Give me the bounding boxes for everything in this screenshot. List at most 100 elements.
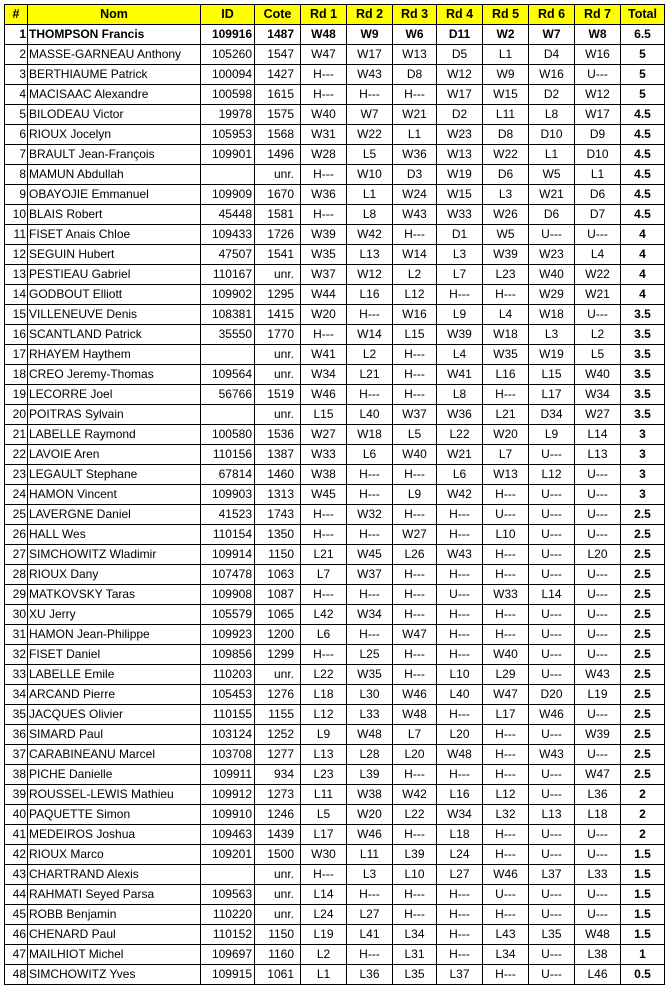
cell-rd2: L6: [346, 444, 393, 465]
cell-rd6: L35: [528, 924, 575, 945]
cell-id: [200, 164, 255, 185]
cell-id: 110156: [200, 444, 255, 465]
cell-rating: 1150: [254, 924, 301, 945]
cell-name: MEDEIROS Joshua: [27, 824, 201, 845]
table-row: 8 MAMUN Abdullah unr. H--- W10 D3 W19 D6 W5 L1 4.5: [4, 164, 665, 185]
cell-id: 109914: [200, 544, 255, 565]
cell-name: HALL Wes: [27, 524, 201, 545]
cell-rd1: H---: [300, 204, 347, 225]
cell-total: 0.5: [620, 964, 665, 985]
cell-rd4: H---: [436, 704, 483, 725]
cell-rd2: L1: [346, 184, 393, 205]
cell-rd1: L1: [300, 964, 347, 985]
cell-rd7: L33: [574, 864, 621, 885]
cell-id: 110152: [200, 924, 255, 945]
cell-rd5: L29: [482, 664, 529, 685]
cell-name: LABELLE Emile: [27, 664, 201, 685]
cell-rd1: L21: [300, 544, 347, 565]
cell-name: BILODEAU Victor: [27, 104, 201, 125]
cell-total: 3.5: [620, 404, 665, 425]
cell-rd6: U---: [528, 884, 575, 905]
cell-name: POITRAS Sylvain: [27, 404, 201, 425]
cell-rd5: H---: [482, 764, 529, 785]
cell-rd1: L12: [300, 704, 347, 725]
cell-rank: 43: [4, 864, 28, 885]
cell-rd7: D10: [574, 144, 621, 165]
cell-rd3: H---: [392, 504, 437, 525]
cell-rd3: H---: [392, 764, 437, 785]
cell-name: RHAYEM Haythem: [27, 344, 201, 365]
cell-total: 2.5: [620, 584, 665, 605]
cell-rd7: W27: [574, 404, 621, 425]
cell-name: ROUSSEL-LEWIS Mathieu: [27, 784, 201, 805]
cell-rating: 1299: [254, 644, 301, 665]
cell-rank: 21: [4, 424, 28, 445]
cell-rd4: L20: [436, 724, 483, 745]
cell-rd7: U---: [574, 904, 621, 925]
cell-rating: 1087: [254, 584, 301, 605]
cell-rank: 23: [4, 464, 28, 485]
cell-rd3: H---: [392, 824, 437, 845]
table-row: 36 SIMARD Paul 103124 1252 L9 W48 L7 L20 H--- U--…: [4, 724, 665, 745]
cell-rd4: W42: [436, 484, 483, 505]
cell-rd5: W20: [482, 424, 529, 445]
cell-rd1: W34: [300, 364, 347, 385]
cell-id: 110167: [200, 264, 255, 285]
cell-rd2: L30: [346, 684, 393, 705]
cell-rank: 41: [4, 824, 28, 845]
cell-total: 3.5: [620, 344, 665, 365]
cell-rd3: L10: [392, 864, 437, 885]
cell-rd4: W13: [436, 144, 483, 165]
cell-total: 3.5: [620, 304, 665, 325]
cell-name: CREO Jeremy-Thomas: [27, 364, 201, 385]
cell-rd7: U---: [574, 624, 621, 645]
cell-rd7: U---: [574, 224, 621, 245]
table-body: 1 THOMPSON Francis 109916 1487 W48 W9 W6 D11 W2 W…: [4, 24, 665, 985]
cell-rd5: W40: [482, 644, 529, 665]
cell-rating: 1519: [254, 384, 301, 405]
cell-rating: 1415: [254, 304, 301, 325]
cell-rd3: H---: [392, 644, 437, 665]
cell-rd6: U---: [528, 964, 575, 985]
cell-total: 2.5: [620, 724, 665, 745]
cell-rank: 3: [4, 64, 28, 85]
cell-rating: 1500: [254, 844, 301, 865]
cell-name: BERTHIAUME Patrick: [27, 64, 201, 85]
cell-id: [200, 864, 255, 885]
cell-rd4: W23: [436, 124, 483, 145]
cell-rd5: W15: [482, 84, 529, 105]
cell-name: OBAYOJIE Emmanuel: [27, 184, 201, 205]
cell-rank: 24: [4, 484, 28, 505]
table-row: 9 OBAYOJIE Emmanuel 109909 1670 W36 L1 W24 W15 L…: [4, 184, 665, 205]
cell-id: 47507: [200, 244, 255, 265]
cell-id: 100598: [200, 84, 255, 105]
cell-id: 109908: [200, 584, 255, 605]
cell-id: 105260: [200, 44, 255, 65]
cell-rd6: U---: [528, 504, 575, 525]
cell-rating: 1200: [254, 624, 301, 645]
cell-rating: 1487: [254, 24, 301, 45]
cell-rank: 2: [4, 44, 28, 65]
cell-rd4: H---: [436, 944, 483, 965]
cell-rd1: L6: [300, 624, 347, 645]
cell-rd1: W20: [300, 304, 347, 325]
cell-rd6: L12: [528, 464, 575, 485]
cell-rd5: L32: [482, 804, 529, 825]
cell-rank: 36: [4, 724, 28, 745]
table-row: 34 ARCAND Pierre 105453 1276 L18 L30 W46 L40 W47…: [4, 684, 665, 705]
table-row: 16 SCANTLAND Patrick 35550 1770 H--- W14 L15 W3…: [4, 324, 665, 345]
cell-rd5: H---: [482, 964, 529, 985]
cell-rd2: W32: [346, 504, 393, 525]
header-col-rd6: Rd 6: [528, 4, 575, 25]
cell-rd1: W48: [300, 24, 347, 45]
cell-rd1: W27: [300, 424, 347, 445]
cell-rd6: U---: [528, 604, 575, 625]
cell-rd4: L9: [436, 304, 483, 325]
cell-rd3: W6: [392, 24, 437, 45]
cell-rd2: L25: [346, 644, 393, 665]
cell-rd4: L18: [436, 824, 483, 845]
cell-rating: 1460: [254, 464, 301, 485]
table-row: 13 PESTIEAU Gabriel 110167 unr. W37 W12 L2 L7 L2…: [4, 264, 665, 285]
cell-rd1: H---: [300, 584, 347, 605]
cell-total: 2.5: [620, 624, 665, 645]
